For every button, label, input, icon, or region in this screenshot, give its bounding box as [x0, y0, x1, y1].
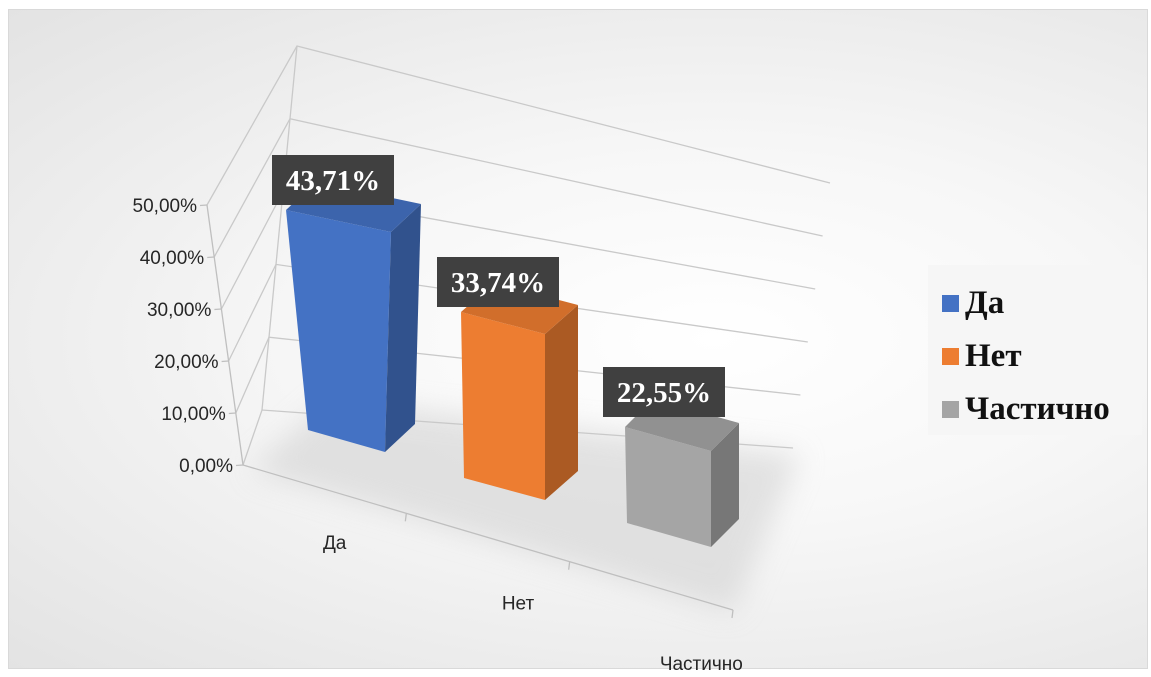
- legend: Да Нет Частично: [928, 265, 1142, 435]
- bar-front-face: [625, 427, 711, 547]
- y-tick-label: 30,00%: [147, 300, 212, 321]
- data-label-box: [272, 155, 394, 205]
- y-tick-mark: [214, 308, 222, 311]
- legend-label: Частично: [965, 390, 1110, 427]
- data-label-3: 22,55%: [603, 367, 725, 417]
- y-tick-mark: [199, 204, 208, 207]
- bar-side-face: [545, 305, 578, 500]
- bar-3: [625, 399, 739, 547]
- bar-1: [286, 182, 421, 452]
- y-tick-mark: [235, 464, 244, 467]
- legend-label: Да: [965, 284, 1005, 321]
- data-labels: 43,71% 33,74% 22,55%: [272, 155, 725, 417]
- bar-side-face: [711, 423, 739, 547]
- value-axis-line: [206, 204, 244, 466]
- legend-label: Нет: [965, 337, 1022, 374]
- category-axis-line: [242, 464, 734, 611]
- legend-item: Да: [942, 279, 1142, 327]
- data-label-value: 43,71%: [286, 165, 380, 197]
- y-tick-mark: [228, 412, 236, 415]
- data-label-value: 22,55%: [617, 377, 711, 409]
- data-label-box: [437, 257, 559, 307]
- x-tick-label: Да: [323, 533, 347, 554]
- legend-swatch: [942, 294, 959, 312]
- y-tick-label: 0,00%: [179, 456, 233, 477]
- y-tick-label: 20,00%: [154, 352, 219, 373]
- y-tick-mark: [221, 360, 229, 363]
- legend-item: Частично: [942, 385, 1142, 433]
- data-label-2: 33,74%: [437, 257, 559, 307]
- x-tick-label: Частично: [660, 654, 743, 675]
- axes: 0,00% 10,00% 20,00% 30,00% 40,00% 50,00% Да Нет…: [133, 45, 743, 675]
- bar-side-face: [385, 204, 421, 452]
- y-tick-label: 50,00%: [133, 196, 198, 217]
- x-tick-mark: [731, 609, 734, 619]
- bar-2: [461, 283, 578, 500]
- x-tick-mark: [568, 561, 571, 570]
- bar-front-face: [286, 210, 391, 452]
- back-corner-line: [261, 45, 298, 411]
- x-tick-label: Нет: [502, 594, 535, 615]
- x-tick-mark: [404, 513, 407, 522]
- y-tick-label: 10,00%: [161, 404, 226, 425]
- legend-item: Нет: [942, 332, 1142, 380]
- legend-swatch: [942, 400, 959, 418]
- data-label-1: 43,71%: [272, 155, 394, 205]
- data-label-value: 33,74%: [451, 267, 545, 299]
- y-tick-label: 40,00%: [140, 248, 205, 269]
- bar-front-face: [461, 312, 545, 500]
- y-tick-mark: [207, 256, 215, 259]
- legend-swatch: [942, 347, 959, 365]
- data-label-box: [603, 367, 725, 417]
